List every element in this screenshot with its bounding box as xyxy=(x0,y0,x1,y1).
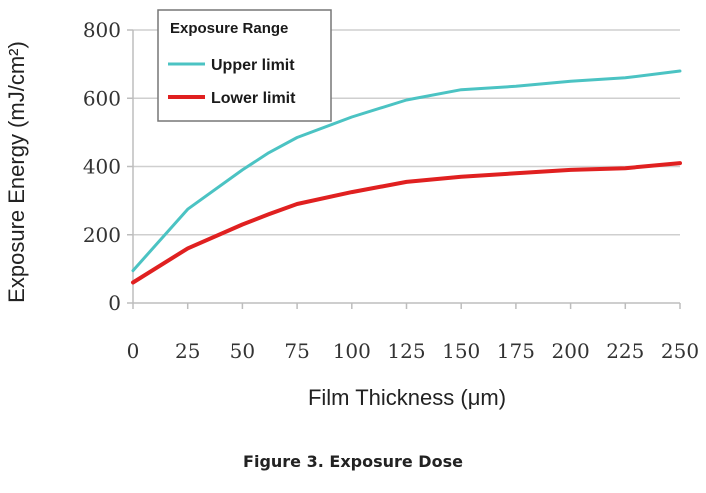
x-tick-label-150: 150 xyxy=(442,339,480,363)
y-tick-labels: 0 200 400 600 800 xyxy=(83,18,121,315)
y-tick-label-400: 400 xyxy=(83,155,121,179)
y-axis-title: Exposure Energy (mJ/cm²) xyxy=(4,41,29,303)
x-tick-label-75: 75 xyxy=(284,339,309,363)
axes xyxy=(127,29,681,309)
series-line-lower-limit xyxy=(131,161,682,285)
legend-title: Exposure Range xyxy=(170,20,288,37)
x-tick-label-25: 25 xyxy=(175,339,200,363)
legend-label-lower-limit: Lower limit xyxy=(211,90,296,107)
series-line-upper-limit xyxy=(131,69,682,273)
legend: Exposure Range Upper limit Lower limit xyxy=(157,9,332,122)
x-tick-label-225: 225 xyxy=(606,339,644,363)
y-tick-label-600: 600 xyxy=(83,86,121,110)
x-tick-label-200: 200 xyxy=(552,339,590,363)
x-tick-label-250: 250 xyxy=(661,339,699,363)
y-tick-label-0: 0 xyxy=(108,291,121,315)
y-tick-label-200: 200 xyxy=(83,223,121,247)
x-tick-labels: 0 25 50 75 100 125 150 175 200 225 250 xyxy=(127,339,699,363)
y-tick-label-800: 800 xyxy=(83,18,121,42)
series-lines xyxy=(131,69,682,285)
x-tick-label-0: 0 xyxy=(127,339,140,363)
x-tick-label-100: 100 xyxy=(333,339,371,363)
x-tick-label-125: 125 xyxy=(387,339,425,363)
legend-label-upper-limit: Upper limit xyxy=(211,57,295,74)
x-tick-label-175: 175 xyxy=(497,339,535,363)
x-axis-title: Film Thickness (μm) xyxy=(308,385,506,410)
exposure-dose-chart: 0 25 50 75 100 125 150 175 200 225 250 0 200 400 600 8… xyxy=(4,9,699,410)
figure-caption: Figure 3. Exposure Dose xyxy=(243,452,463,471)
x-tick-label-50: 50 xyxy=(230,339,255,363)
